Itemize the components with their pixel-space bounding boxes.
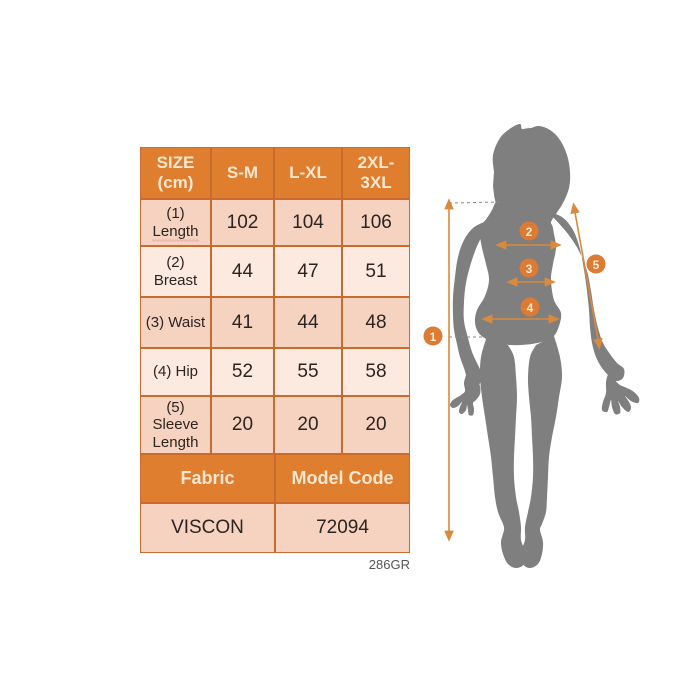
svg-text:3: 3 [526, 262, 533, 276]
svg-text:5: 5 [593, 258, 600, 272]
svg-text:2: 2 [526, 225, 533, 239]
svg-text:4: 4 [527, 301, 534, 315]
svg-text:1: 1 [430, 330, 437, 344]
